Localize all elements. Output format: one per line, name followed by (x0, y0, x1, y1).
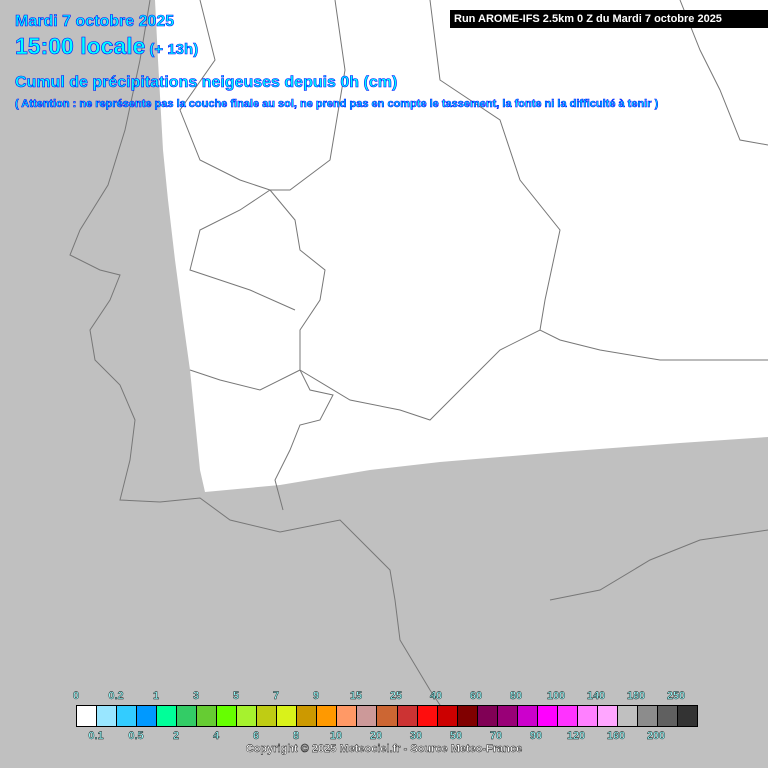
map-title: Cumul de précipitations neigeuses depuis… (15, 74, 398, 92)
legend-label: 140 (586, 690, 606, 702)
run-info: Run AROME-IFS 2.5km 0 Z du Mardi 7 octob… (450, 10, 768, 28)
legend-swatch (457, 706, 478, 726)
legend-swatch (357, 706, 378, 726)
legend-label: 15 (349, 690, 363, 702)
legend-swatch (337, 706, 358, 726)
copyright: Copyright © 2025 Meteociel.fr - Source M… (245, 743, 523, 755)
forecast-date: Mardi 7 octobre 2025 (15, 13, 175, 31)
legend-label: 3 (192, 690, 200, 702)
legend-swatch (557, 706, 578, 726)
legend-swatch (277, 706, 298, 726)
legend-label: 70 (489, 730, 503, 742)
legend-label: 200 (646, 730, 666, 742)
legend-label: 40 (429, 690, 443, 702)
legend-swatch (157, 706, 178, 726)
legend-label: 20 (369, 730, 383, 742)
region-border (679, 0, 768, 146)
region-border (179, 0, 271, 191)
legend-swatch (297, 706, 318, 726)
region-border (549, 529, 768, 601)
legend-label: 9 (312, 690, 320, 702)
legend-swatch (597, 706, 618, 726)
legend-swatch (657, 706, 678, 726)
legend-label: 7 (272, 690, 280, 702)
legend-label: 90 (529, 730, 543, 742)
legend-label: 8 (292, 730, 300, 742)
legend-label: 80 (509, 690, 523, 702)
legend-swatch (197, 706, 218, 726)
legend-swatch (637, 706, 658, 726)
legend-label: 1 (152, 690, 160, 702)
region-border (299, 329, 768, 421)
region-border (189, 0, 346, 311)
legend-label: 6 (252, 730, 260, 742)
local-time: 15:00 locale (15, 33, 146, 60)
legend-swatch (377, 706, 398, 726)
legend-swatch (97, 706, 118, 726)
legend-swatch (257, 706, 278, 726)
legend-label: 0 (72, 690, 80, 702)
legend-swatch (237, 706, 258, 726)
map-note: ( Attention : ne représente pas la couch… (15, 98, 659, 111)
legend-label: 2 (172, 730, 180, 742)
legend-label: 25 (389, 690, 403, 702)
legend-label: 160 (606, 730, 626, 742)
region-border (189, 369, 301, 391)
legend-label: 60 (469, 690, 483, 702)
forecast-offset: (+ 13h) (149, 41, 199, 59)
legend-swatch (617, 706, 638, 726)
legend-swatch (437, 706, 458, 726)
legend-label: 0.1 (88, 730, 104, 742)
legend-label: 100 (546, 690, 566, 702)
borders (69, 0, 768, 721)
legend-swatch (677, 706, 697, 726)
legend-label: 0.5 (128, 730, 144, 742)
legend-label: 120 (566, 730, 586, 742)
legend-swatch (397, 706, 418, 726)
legend-swatch (317, 706, 338, 726)
forecast-time: 15:00 locale (+ 13h) (15, 33, 199, 60)
region-border (429, 0, 561, 331)
coastline (69, 0, 451, 721)
legend-label: 4 (212, 730, 220, 742)
legend-swatch (477, 706, 498, 726)
border-portugal-spain (269, 189, 334, 511)
legend-swatch (217, 706, 238, 726)
legend-swatch (117, 706, 138, 726)
legend-label: 50 (449, 730, 463, 742)
legend-swatch (517, 706, 538, 726)
legend-label: 5 (232, 690, 240, 702)
legend-swatch (177, 706, 198, 726)
legend-label: 30 (409, 730, 423, 742)
legend-label: 10 (329, 730, 343, 742)
legend-swatch (77, 706, 98, 726)
legend-label: 250 (666, 690, 686, 702)
legend-swatch (537, 706, 558, 726)
legend-swatch (417, 706, 438, 726)
legend-label: 0.2 (108, 690, 124, 702)
legend-swatch (577, 706, 598, 726)
legend-swatch (137, 706, 158, 726)
color-legend (76, 705, 698, 727)
legend-swatch (497, 706, 518, 726)
legend-label: 180 (626, 690, 646, 702)
